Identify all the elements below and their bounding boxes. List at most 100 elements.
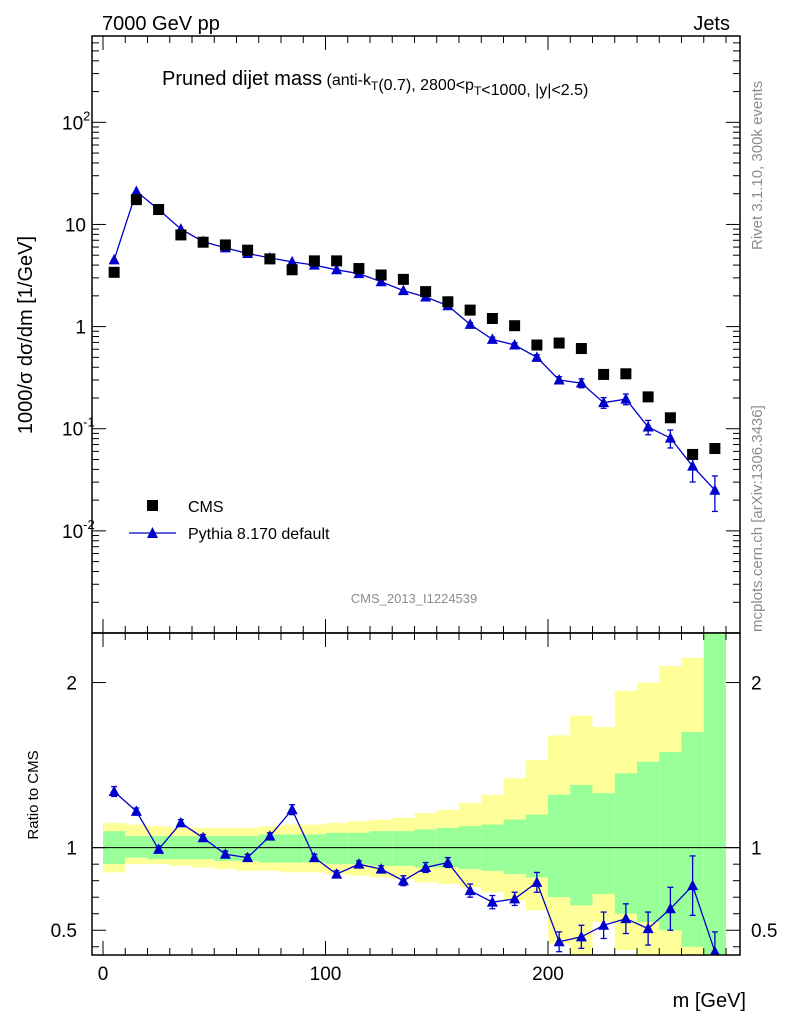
pythia-point (620, 393, 632, 404)
uncertainty-band-inner (592, 793, 615, 894)
cms-point (108, 266, 120, 278)
cms-point (486, 313, 498, 325)
pythia-point (397, 284, 409, 296)
uncertainty-band-inner (659, 751, 682, 931)
uncertainty-band-inner (503, 819, 526, 875)
uncertainty-band-inner (236, 836, 259, 861)
uncertainty-band-inner (325, 832, 348, 865)
uncertainty-band-inner (614, 773, 637, 914)
ratio-point (264, 830, 276, 841)
main-y-tick-label: 10-1 (62, 415, 95, 441)
ratio-point (375, 863, 387, 874)
ratio-point (175, 816, 187, 828)
uncertainty-band-inner (370, 831, 393, 866)
analysis-watermark: CMS_2013_I1224539 (351, 591, 478, 606)
ratio-point (642, 922, 654, 934)
cms-point (175, 229, 187, 241)
x-tick-label: 100 (310, 964, 342, 985)
ratio-point (620, 912, 632, 924)
cms-point (308, 255, 320, 267)
ratio-point (331, 868, 343, 879)
pythia-point (664, 432, 676, 443)
ratio-y-tick-label-right: 2 (751, 674, 762, 695)
pythia-point (709, 484, 721, 495)
cms-point (509, 320, 521, 332)
ratio-point (442, 856, 454, 868)
ratio-plot-area: 0.5 0.5 1 1 2 2 0 100 200 (51, 633, 777, 985)
main-frame (91, 35, 741, 634)
main-y-axis-label: 1000/σ dσ/dm [1/GeV] (15, 236, 37, 434)
legend-marker-cms (147, 500, 158, 511)
ratio-point (464, 884, 476, 896)
uncertainty-band-inner (125, 836, 148, 858)
ratio-frame (91, 632, 741, 956)
uncertainty-band-inner (347, 832, 370, 865)
ratio-point (420, 861, 432, 872)
rivet-label: Rivet 3.1.10, 300k events (749, 81, 766, 250)
pythia-point (575, 377, 587, 388)
ratio-line (113, 791, 716, 952)
pythia-point (531, 351, 543, 362)
cms-point (197, 236, 209, 248)
cms-point (286, 264, 298, 276)
main-y-tick-label: 1 (75, 318, 86, 339)
cms-point (397, 273, 409, 285)
ratio-point (664, 902, 676, 914)
cms-point (642, 391, 654, 403)
ratio-y-tick-label-left: 1 (66, 839, 77, 860)
cms-point (153, 204, 165, 216)
ratio-point (486, 896, 498, 907)
subscript-t: T (371, 79, 379, 93)
cms-point (353, 263, 365, 275)
pythia-line (113, 190, 716, 491)
ratio-data (108, 785, 720, 955)
ratio-point (286, 803, 298, 815)
cms-point (219, 239, 231, 251)
ratio-point (397, 874, 409, 886)
pythia-point (375, 275, 387, 287)
x-tick-label: 0 (98, 964, 109, 985)
pythia-point (687, 460, 699, 471)
cms-point (553, 337, 565, 349)
ratio-point (308, 851, 320, 863)
uncertainty-band-inner (281, 834, 304, 863)
pythia-point (642, 420, 654, 432)
pythia-point (331, 263, 343, 275)
ratio-point (575, 930, 587, 942)
ratio-y-tick-label-left: 2 (66, 674, 77, 695)
main-y-tick-label: 10-2 (62, 517, 95, 543)
cms-point (442, 296, 454, 308)
header-right: Jets (693, 13, 730, 35)
pythia-point (130, 185, 142, 197)
uncertainty-band-inner (570, 784, 593, 906)
ratio-point (219, 848, 231, 859)
main-panel: 10-2 10-1 1 10 102 1000/σ dσ/dm [1/GeV] Prun… (15, 35, 741, 634)
main-y-tick-label: 10 (65, 215, 86, 236)
cms-point (598, 368, 610, 380)
ratio-point (553, 935, 565, 947)
subscript-t: T (474, 84, 482, 98)
cms-point (575, 343, 587, 355)
uncertainty-band-inner (392, 831, 415, 866)
ratio-y-tick-label-right: 1 (751, 839, 762, 860)
uncertainty-band-inner (303, 834, 326, 863)
cms-point (331, 255, 343, 267)
x-tick-label: 200 (532, 964, 564, 985)
legend: CMS Pythia 8.170 default (129, 499, 330, 543)
x-axis-label: m [GeV] (673, 990, 746, 1012)
uncertainty-band-inner (414, 829, 437, 868)
ratio-point (598, 919, 610, 930)
ratio-point (130, 805, 142, 816)
ratio-point (687, 879, 699, 891)
cms-point (375, 269, 387, 281)
legend-marker-pythia (147, 527, 158, 538)
pythia-point (598, 396, 610, 408)
pythia-point (486, 333, 498, 344)
ratio-point (531, 876, 543, 887)
ratio-point (197, 831, 209, 843)
main-plot-area: 10-2 10-1 1 10 102 (62, 35, 740, 634)
cms-point (464, 304, 476, 316)
pythia-point (553, 373, 565, 385)
title-sub: (anti-kT(0.7), 2800<pT<1000, |y|<2.5) (327, 72, 589, 99)
cms-point (420, 286, 432, 298)
